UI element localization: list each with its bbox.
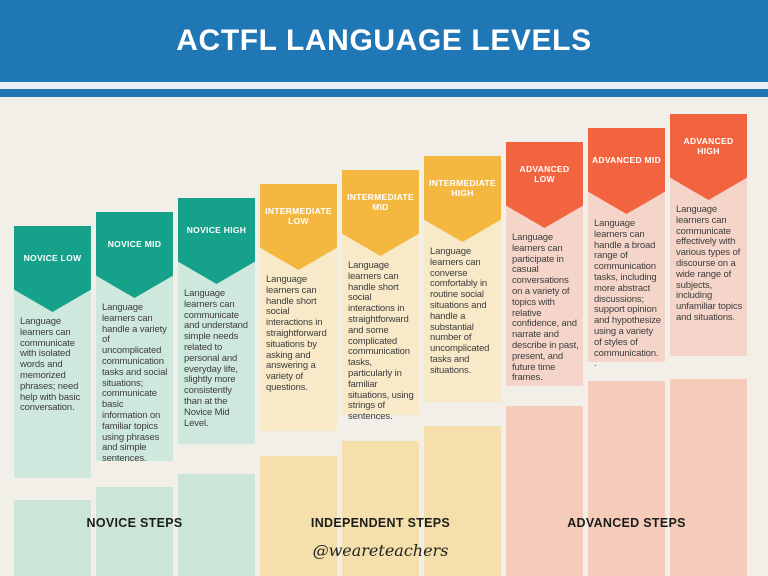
level-badge-label: ADVANCED HIGH — [683, 136, 734, 156]
header-stripe — [0, 89, 768, 97]
level-column: ADVANCED LOW Language learners can parti… — [506, 0, 583, 576]
level-step-block — [342, 441, 419, 576]
level-description: Language learners can handle short socia… — [348, 260, 414, 423]
level-description-panel: Language learners can communicate and un… — [178, 262, 255, 444]
level-column: ADVANCED MID Language learners can handl… — [588, 0, 665, 576]
level-step-block — [588, 381, 665, 576]
header-stripe-gap — [0, 82, 768, 89]
level-badge-label: ADVANCED MID — [591, 155, 662, 165]
level-description-panel: Language learners can participate in cas… — [506, 206, 583, 386]
level-step-block — [260, 456, 337, 576]
level-description: Language learners can communicate with i… — [20, 316, 81, 414]
level-description: Language learners can communicate and un… — [184, 288, 248, 429]
level-badge-label: INTERMEDIATE LOW — [265, 206, 332, 226]
level-column: NOVICE HIGH Language learners can commun… — [178, 0, 255, 576]
group-label-independent: INDEPENDENT STEPS — [310, 516, 451, 530]
level-description-panel: Language learners can communicate with i… — [14, 290, 91, 478]
level-column: ADVANCED HIGH Language learners can comm… — [670, 0, 747, 576]
level-badge-label: ADVANCED LOW — [519, 164, 570, 184]
level-column: NOVICE MID Language learners can handle … — [96, 0, 173, 576]
level-badge-label: NOVICE MID — [107, 239, 162, 249]
level-description: Language learners can handle a broad ran… — [594, 218, 661, 370]
level-description-panel: Language learners can converse comfortab… — [424, 220, 501, 402]
level-description: Language learners can handle a variety o… — [102, 302, 168, 465]
level-description-panel: Language learners can handle a variety o… — [96, 276, 173, 464]
header-banner: ACTFL LANGUAGE LEVELS — [0, 0, 768, 82]
level-column: INTERMEDIATE HIGH Language learners can … — [424, 0, 501, 576]
page-title: ACTFL LANGUAGE LEVELS — [176, 24, 592, 57]
level-description: Language learners can participate in cas… — [512, 232, 579, 384]
level-step-block — [670, 379, 747, 576]
level-column: INTERMEDIATE MID Language learners can h… — [342, 0, 419, 576]
level-description-panel: Language learners can handle short socia… — [260, 248, 337, 431]
level-description-panel: Language learners can handle a broad ran… — [588, 192, 665, 369]
level-description-panel: Language learners can handle short socia… — [342, 234, 419, 422]
level-badge-label: INTERMEDIATE HIGH — [429, 178, 496, 198]
level-step-block — [424, 426, 501, 576]
level-step-block — [506, 406, 583, 576]
level-column: NOVICE LOW Language learners can communi… — [14, 0, 91, 576]
level-step-block — [96, 487, 173, 576]
social-handle: @weareteachers — [312, 541, 449, 560]
level-description: Language learners can converse comfortab… — [430, 246, 490, 376]
level-description: Language learners can communicate effect… — [676, 204, 743, 323]
level-description-panel: Language learners can communicate effect… — [670, 178, 747, 356]
level-step-block — [178, 474, 255, 576]
level-badge-label: NOVICE HIGH — [186, 225, 247, 235]
group-label-novice: NOVICE STEPS — [86, 516, 183, 530]
group-label-advanced: ADVANCED STEPS — [567, 516, 686, 530]
level-badge-label: INTERMEDIATE MID — [347, 192, 414, 212]
level-column: INTERMEDIATE LOW Language learners can h… — [260, 0, 337, 576]
level-badge-label: NOVICE LOW — [23, 253, 82, 263]
level-step-block — [14, 500, 91, 576]
level-description: Language learners can handle short socia… — [266, 274, 327, 393]
